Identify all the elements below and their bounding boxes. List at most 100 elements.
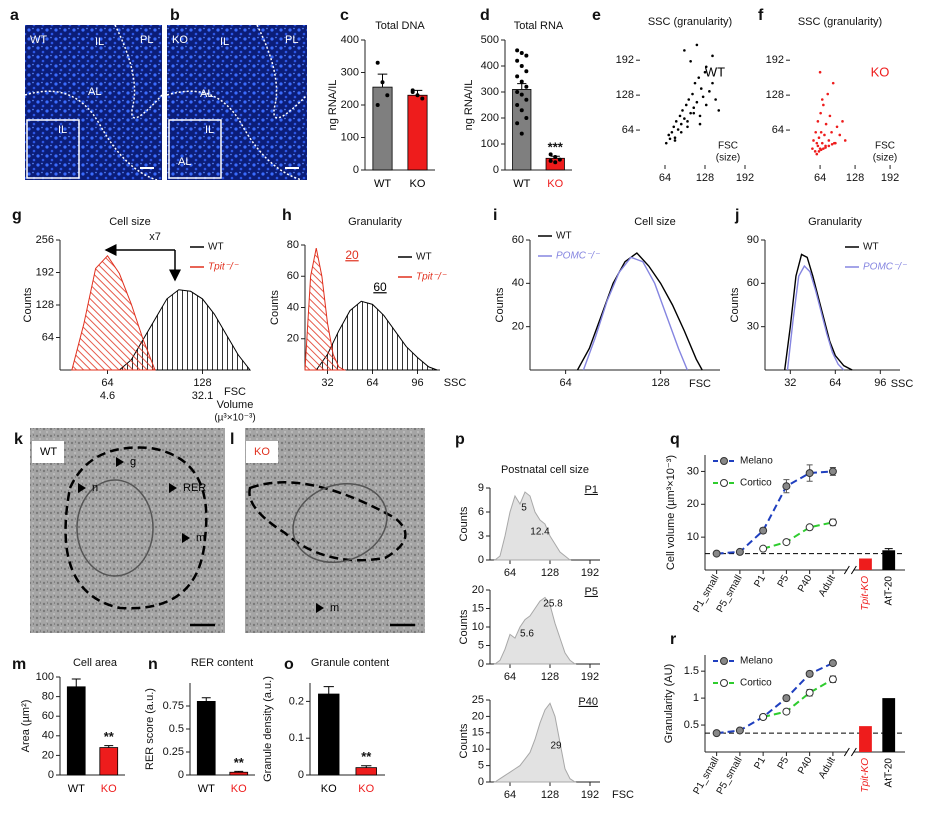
y-tick-label: 40: [287, 301, 299, 313]
legend-marker: [720, 679, 728, 687]
dot: [817, 150, 821, 153]
dot: [827, 139, 831, 142]
marker: [782, 707, 791, 716]
x-tick-label: AtT-20: [883, 576, 894, 606]
marker: [759, 526, 768, 535]
x-tick-label: 192: [881, 172, 899, 184]
bar: [99, 747, 119, 776]
y-tick-label: 400: [341, 34, 359, 46]
y-tick-label: 100: [36, 671, 54, 683]
inset: [26, 119, 80, 179]
dot: [699, 87, 703, 90]
dot: [681, 109, 684, 112]
data-point: [524, 69, 529, 74]
data-point: [515, 121, 520, 126]
bar: [407, 94, 428, 171]
dot: [831, 81, 835, 85]
dot: [817, 136, 821, 140]
y-tick-label: 1.5: [684, 665, 699, 677]
histogram-curve: [315, 300, 438, 371]
significance: **: [234, 755, 245, 770]
x-axis-label: FSC: [718, 141, 738, 152]
data-point: [557, 157, 562, 162]
panel-title: Cell size: [109, 216, 151, 228]
panel-letter: b: [170, 7, 180, 24]
y-axis-label: Counts: [458, 609, 470, 644]
x-tick-sublabel: 4.6: [100, 390, 115, 402]
significance: **: [104, 729, 115, 744]
y-tick-label: 3: [478, 530, 484, 542]
dot: [673, 139, 677, 142]
image-label: WT: [30, 34, 47, 46]
peak-label: 12.4: [530, 527, 550, 538]
marker: [805, 523, 814, 532]
panel-letter: a: [10, 7, 19, 24]
data-point: [515, 48, 520, 53]
dot: [816, 144, 820, 148]
boundary: [24, 90, 158, 181]
dot: [697, 76, 701, 79]
x-tick-label: 128: [541, 789, 559, 801]
subpanel-label: P5: [585, 586, 598, 598]
marker: [759, 544, 768, 553]
marker: [828, 675, 837, 684]
pointer: [116, 457, 124, 467]
histogram-curve: [783, 253, 853, 371]
x-tick-label: P1: [752, 755, 768, 771]
bar: [882, 698, 896, 752]
image-label: KO: [172, 34, 188, 46]
image-label: AL: [200, 88, 213, 100]
dot: [824, 122, 828, 126]
dot: [812, 139, 815, 142]
x-tick-label: Adult: [817, 755, 838, 780]
dot: [824, 146, 827, 149]
panel-title: Cell size: [634, 216, 676, 228]
legend-label: POMC⁻/⁻: [556, 251, 600, 262]
legend-label: WT: [208, 242, 224, 253]
legend-label: Melano: [740, 656, 773, 667]
dot: [841, 120, 844, 123]
dot: [686, 125, 689, 129]
y-tick-label: 0.5: [684, 719, 699, 731]
x-tick-label: KO: [321, 783, 337, 795]
nucleus: [76, 479, 154, 577]
panel-title: Postnatal cell size: [501, 464, 589, 476]
x-tick-label: 64: [101, 377, 113, 389]
x-tick-label: 128: [651, 377, 669, 389]
cell-outline: [64, 446, 208, 610]
dot: [830, 130, 833, 134]
dot: [674, 120, 678, 123]
axis-break: [847, 747, 854, 757]
x-axis-label: FSC: [875, 141, 895, 152]
dot: [667, 133, 671, 137]
y-tick-label: 0: [478, 776, 484, 788]
panel-letter: h: [282, 207, 292, 224]
data-point: [524, 84, 529, 89]
dot: [698, 122, 702, 126]
y-tick-label: 15: [472, 602, 484, 614]
panel-letter: o: [284, 656, 294, 673]
data-point: [415, 93, 420, 98]
y-tick-label: 20: [512, 321, 524, 333]
y-tick-label: 0.2: [289, 695, 304, 707]
series-line: [762, 521, 834, 550]
image-label: KO: [254, 446, 270, 458]
image-label: m: [330, 602, 339, 614]
y-tick-label: 192: [766, 54, 784, 66]
y-tick-label: 0: [353, 164, 359, 176]
y-tick-label: 0: [493, 164, 499, 176]
group-label: KO: [871, 64, 890, 79]
dot: [683, 117, 686, 120]
x-tick-label: KO: [101, 783, 117, 795]
x-axis-label: (size): [873, 153, 897, 164]
legend-label: Tpit⁻/⁻: [208, 262, 239, 273]
peak-label: 25.8: [543, 599, 563, 610]
panel-title: Total RNA: [514, 20, 564, 32]
error-bar: [517, 83, 527, 90]
marker: [712, 549, 721, 558]
panel-title: Total DNA: [375, 20, 425, 32]
x-tick-label: WT: [198, 783, 215, 795]
error-bar: [104, 745, 114, 748]
x-axis-label: FSC: [224, 386, 246, 398]
image-label: IL: [220, 36, 229, 48]
